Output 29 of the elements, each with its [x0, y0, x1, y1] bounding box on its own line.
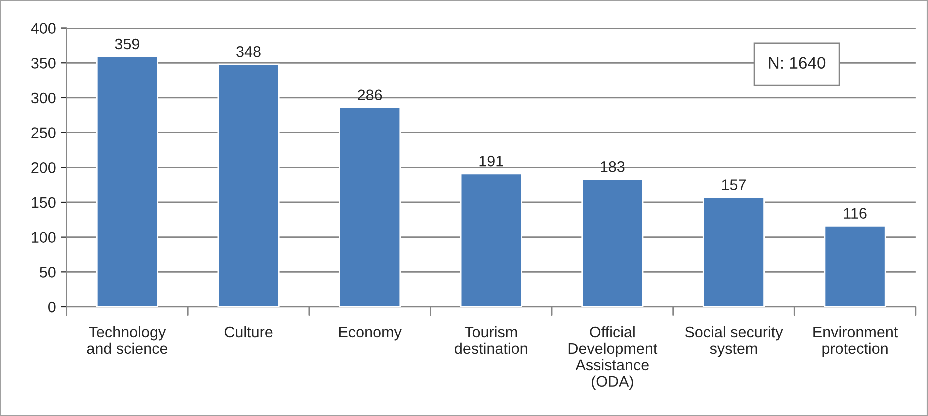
- y-tick-label: 250: [32, 128, 56, 138]
- x-tick-label: Culture: [224, 326, 273, 338]
- bar: [339, 107, 402, 308]
- data-label: 116: [844, 208, 867, 219]
- bar: [702, 196, 765, 308]
- data-label: 157: [722, 180, 746, 190]
- y-tick-label: 400: [31, 23, 56, 34]
- x-tick-label: Environment protection: [814, 326, 898, 358]
- bar: [582, 178, 644, 308]
- bar: [824, 225, 886, 308]
- x-tick-label: Tourism destination: [455, 326, 528, 354]
- y-tick-label: 0: [48, 302, 56, 313]
- x-tick-label: Social security system: [685, 326, 784, 358]
- bar: [218, 64, 280, 308]
- data-label: 191: [480, 156, 504, 167]
- y-tick-label: 350: [31, 58, 56, 69]
- y-tick-label: 300: [31, 92, 56, 104]
- y-tick-label: 150: [32, 197, 56, 208]
- x-tick-label: Technology and science: [87, 326, 168, 354]
- y-tick-label: 50: [40, 267, 56, 278]
- annotation: N: 1640: [769, 57, 826, 69]
- y-tick-label: 200: [32, 162, 56, 174]
- bar: [96, 56, 158, 308]
- x-tick-label: Official Development Assistance (ODA): [568, 326, 658, 390]
- data-label: 359: [115, 38, 140, 50]
- x-tick-label: Economy: [339, 327, 402, 341]
- bar: [460, 173, 522, 308]
- data-label: 348: [236, 46, 261, 58]
- y-tick-label: 100: [32, 232, 56, 244]
